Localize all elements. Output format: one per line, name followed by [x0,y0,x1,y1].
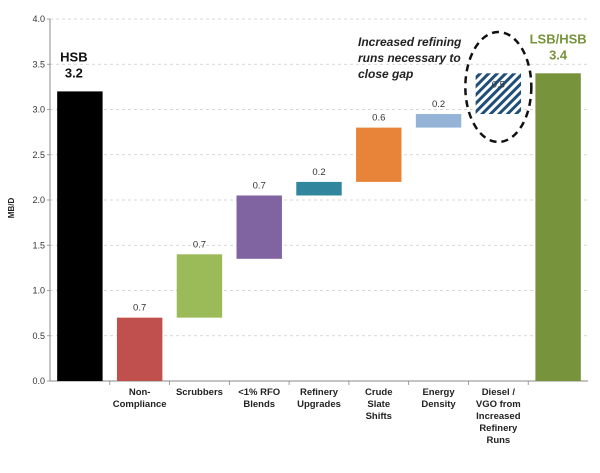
category-label: Shifts [366,411,392,422]
data-label: 0.5 [492,79,505,90]
data-label: 0.2 [312,167,325,178]
y-tick-label: 2.5 [32,150,45,160]
bar [296,181,342,196]
bar [356,127,402,182]
y-tick-label: 1.5 [32,240,45,250]
bar [535,73,581,382]
y-axis-label: MB/D [7,198,16,219]
category-label: Increased [476,411,521,422]
total-label: 3.4 [549,47,568,62]
data-label: 0.2 [432,99,445,110]
annotation: Increased refining runs necessary to close… [358,30,533,144]
bar [415,114,462,128]
highlight-ellipse [464,30,533,144]
category-label: VGO from [476,399,521,410]
data-label: 0.7 [133,303,146,314]
bars [57,73,581,382]
y-tick-label: 0.5 [32,331,45,341]
y-tick-label: 3.5 [32,59,45,69]
category-label: Compliance [113,399,167,410]
category-label: Density [421,399,456,410]
category-label: Non- [129,387,151,398]
bar [475,73,522,115]
category-label: Refinery [479,423,518,434]
category-label: Refinery [300,387,339,398]
annotation-text: runs necessary to [358,51,461,65]
data-label: 0.7 [253,180,266,191]
bar [116,317,163,381]
data-label: 0.6 [372,113,385,124]
total-label: LSB/HSB [530,31,587,46]
bar [236,195,282,259]
category-label: Upgrades [297,399,341,410]
category-label: Energy [422,387,455,398]
category-label: Crude [365,387,392,398]
category-label: Scrubbers [176,387,223,398]
bar [57,91,103,382]
bar [176,254,223,318]
y-tick-label: 2.0 [32,195,45,205]
category-label: <1% RFO [238,387,280,398]
annotation-text: close gap [358,67,413,81]
category-label: Runs [486,435,510,446]
data-label: 0.7 [193,239,206,250]
category-label: Slate [367,399,390,410]
total-label: HSB [60,49,87,64]
category-label: Diesel / [482,387,516,398]
annotation-text: Increased refining [358,35,462,49]
y-tick-label: 4.0 [32,14,45,24]
y-tick-label: 3.0 [32,105,45,115]
total-label: 3.2 [65,65,83,80]
category-label: Blends [243,399,275,410]
y-tick-label: 1.0 [32,286,45,296]
y-tick-label: 0.0 [32,376,45,386]
